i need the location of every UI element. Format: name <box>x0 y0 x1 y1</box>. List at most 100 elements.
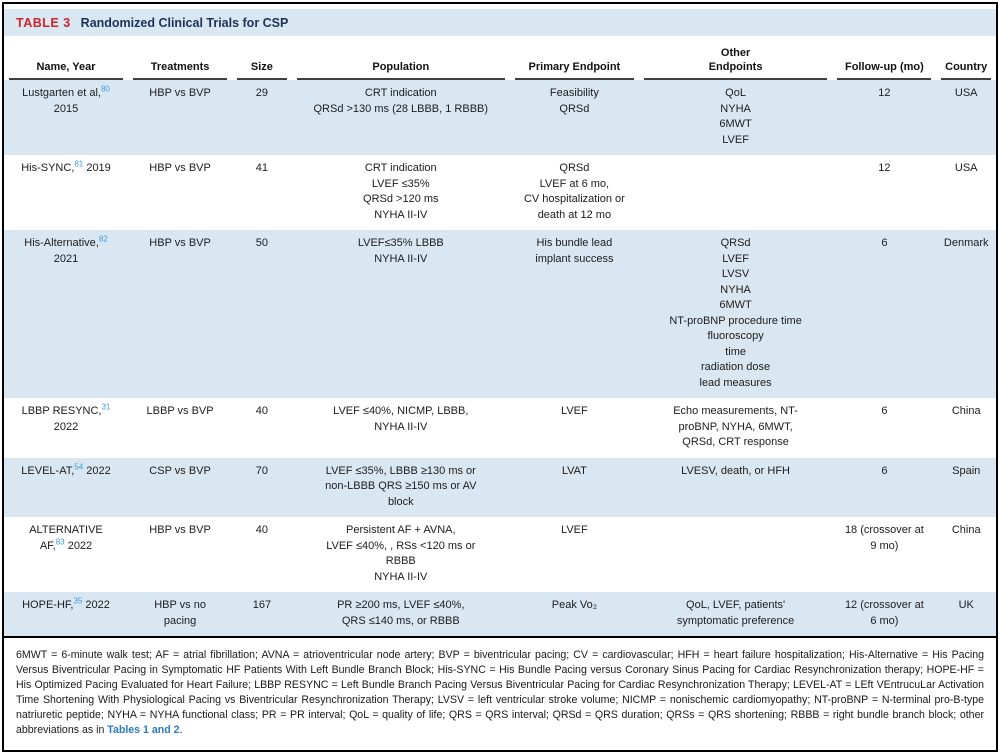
cell-primary-endpoint: LVEF <box>561 524 588 536</box>
cell-other-endpoints <box>639 517 832 592</box>
cell-primary-endpoint: Feasibility QRSd <box>549 87 599 115</box>
cell-followup: 12 <box>878 162 891 174</box>
cell-other-endpoints: QoL NYHA 6MWT LVEF <box>719 87 752 146</box>
cell-size: 167 <box>252 599 272 611</box>
cell-other-endpoints: Echo measurements, NT- proBNP, NYHA, 6MW… <box>673 405 798 448</box>
column-header-treatments: Treatments <box>128 36 232 80</box>
cell-treatments: HBP vs BVP <box>149 162 211 174</box>
table-row: LBBP RESYNC,31 2022 LBBP vs BVP 40 LVEF … <box>4 398 996 458</box>
column-header-primary-endpoint: Primary Endpoint <box>510 36 639 80</box>
cell-country: Denmark <box>943 237 989 249</box>
cell-primary-endpoint: His bundle lead implant success <box>535 237 614 265</box>
table-row: ALTERNATIVE AF,83 2022 HBP vs BVP 40 Per… <box>4 517 996 592</box>
cell-population: CRT indication QRSd >130 ms (28 LBBB, 1 … <box>313 87 489 115</box>
cell-primary-endpoint: Peak Vo₂ <box>551 599 597 611</box>
citation-ref[interactable]: 80 <box>100 84 110 94</box>
cell-followup: 12 (crossover at 6 mo) <box>844 599 924 627</box>
cell-size: 29 <box>255 87 269 99</box>
trial-name: His-Alternative, <box>24 237 99 249</box>
footnote-period: . <box>179 724 183 736</box>
cell-country: Spain <box>952 464 981 477</box>
cell-treatments: HBP vs BVP <box>149 87 211 99</box>
cell-size: 70 <box>255 464 269 477</box>
clinical-trials-table: Name, Year Treatments Size Population Pr… <box>4 36 996 636</box>
cell-size: 50 <box>255 237 269 249</box>
cell-country: USA <box>954 162 978 174</box>
footnote: 6MWT = 6-minute walk test; AF = atrial f… <box>4 636 996 750</box>
cell-size: 40 <box>255 524 269 536</box>
citation-ref[interactable]: 35 <box>73 596 83 606</box>
table-row: HOPE-HF,35 2022 HBP vs no pacing 167 PR … <box>4 592 996 636</box>
trial-year: 2022 <box>83 464 111 477</box>
trial-year: 2022 <box>64 539 93 552</box>
cell-size: 40 <box>255 405 269 417</box>
cell-treatments: CSP vs BVP <box>149 464 211 477</box>
cell-followup: 6 <box>881 405 888 417</box>
citation-ref[interactable]: 82 <box>98 234 108 244</box>
cell-country: USA <box>954 87 978 99</box>
trial-year: 2022 <box>82 599 110 611</box>
cell-population: LVEF≤35% LBBB NYHA II-IV <box>357 237 444 265</box>
cell-treatments: HBP vs no pacing <box>154 599 206 627</box>
cell-other-endpoints: QoL, LVEF, patients' symptomatic prefere… <box>676 599 795 627</box>
column-header-followup: Follow-up (mo) <box>832 36 936 80</box>
cell-name-year: LEVEL-AT,54 2022 <box>4 458 128 518</box>
column-header-population: Population <box>292 36 510 80</box>
cell-name-year: His-SYNC,81 2019 <box>4 155 128 230</box>
table-titlebar: TABLE 3 Randomized Clinical Trials for CS… <box>4 9 996 36</box>
trial-year: 2021 <box>53 252 79 265</box>
cell-other-endpoints: QRSd LVEF LVSV NYHA 6MWT NT-proBNP proce… <box>669 237 802 389</box>
cell-followup: 6 <box>881 237 888 249</box>
column-header-size: Size <box>232 36 292 80</box>
table-header-row: Name, Year Treatments Size Population Pr… <box>4 36 996 80</box>
cell-population: Persistent AF + AVNA, LVEF ≤40%, , RSs <… <box>326 524 476 583</box>
table-title: Randomized Clinical Trials for CSP <box>80 16 289 30</box>
table-body: Lustgarten et al,80 2015 HBP vs BVP 29 C… <box>4 80 996 636</box>
cell-primary-endpoint: QRSd LVEF at 6 mo, CV hospitalization or… <box>523 162 625 221</box>
citation-ref[interactable]: 83 <box>55 536 65 546</box>
cell-name-year: HOPE-HF,35 2022 <box>4 592 128 636</box>
cell-population: LVEF ≤35%, LBBB ≥130 ms or non-LBBB QRS … <box>325 464 477 508</box>
cell-population: CRT indication LVEF ≤35% QRSd >120 ms NY… <box>363 162 439 221</box>
table-label: TABLE 3 <box>16 16 71 30</box>
trial-name: HOPE-HF, <box>22 599 74 611</box>
cell-name-year: ALTERNATIVE AF,83 2022 <box>4 517 128 592</box>
trial-name: LBBP RESYNC, <box>21 405 102 417</box>
cell-population: LVEF ≤40%, NICMP, LBBB, NYHA II-IV <box>333 405 469 433</box>
cell-treatments: LBBP vs BVP <box>146 405 214 417</box>
trial-name: LEVEL-AT, <box>21 464 75 477</box>
table-row: His-SYNC,81 2019 HBP vs BVP 41 CRT indic… <box>4 155 996 230</box>
trial-name: ALTERNATIVE AF, <box>29 524 103 552</box>
table-row: Lustgarten et al,80 2015 HBP vs BVP 29 C… <box>4 80 996 155</box>
trial-year: 2022 <box>53 420 79 433</box>
citation-ref[interactable]: 54 <box>74 461 84 471</box>
cell-country: China <box>951 405 981 417</box>
cell-followup: 18 (crossover at 9 mo) <box>844 524 924 552</box>
footnote-text: 6MWT = 6-minute walk test; AF = atrial f… <box>16 649 984 736</box>
cell-country: UK <box>958 599 974 611</box>
cell-followup: 6 <box>881 464 888 477</box>
trial-year: 2019 <box>83 162 111 174</box>
cell-treatments: HBP vs BVP <box>149 237 211 249</box>
cell-size: 41 <box>255 162 269 174</box>
cell-primary-endpoint: LVAT <box>561 464 587 477</box>
citation-ref[interactable]: 81 <box>74 159 84 169</box>
cell-name-year: His-Alternative,82 2021 <box>4 230 128 398</box>
column-header-other-endpoints: Other Endpoints <box>639 36 832 80</box>
cell-name-year: LBBP RESYNC,31 2022 <box>4 398 128 458</box>
cell-other-endpoints: LVESV, death, or HFH <box>681 464 790 477</box>
trial-year: 2015 <box>53 102 79 115</box>
table-row: His-Alternative,82 2021 HBP vs BVP 50 LV… <box>4 230 996 398</box>
cell-followup: 12 <box>878 87 891 99</box>
tables-1-2-link[interactable]: Tables 1 and 2 <box>107 724 180 736</box>
cell-country: China <box>951 524 981 536</box>
table-row: LEVEL-AT,54 2022 CSP vs BVP 70 LVEF ≤35%… <box>4 457 996 518</box>
cell-population: PR ≥200 ms, LVEF ≤40%, QRS ≤140 ms, or R… <box>337 599 465 627</box>
citation-ref[interactable]: 31 <box>101 402 111 412</box>
cell-treatments: HBP vs BVP <box>149 524 211 536</box>
trial-name: Lustgarten et al, <box>22 87 101 99</box>
cell-name-year: Lustgarten et al,80 2015 <box>4 80 128 155</box>
cell-other-endpoints <box>639 155 832 230</box>
column-header-name-year: Name, Year <box>4 36 128 80</box>
